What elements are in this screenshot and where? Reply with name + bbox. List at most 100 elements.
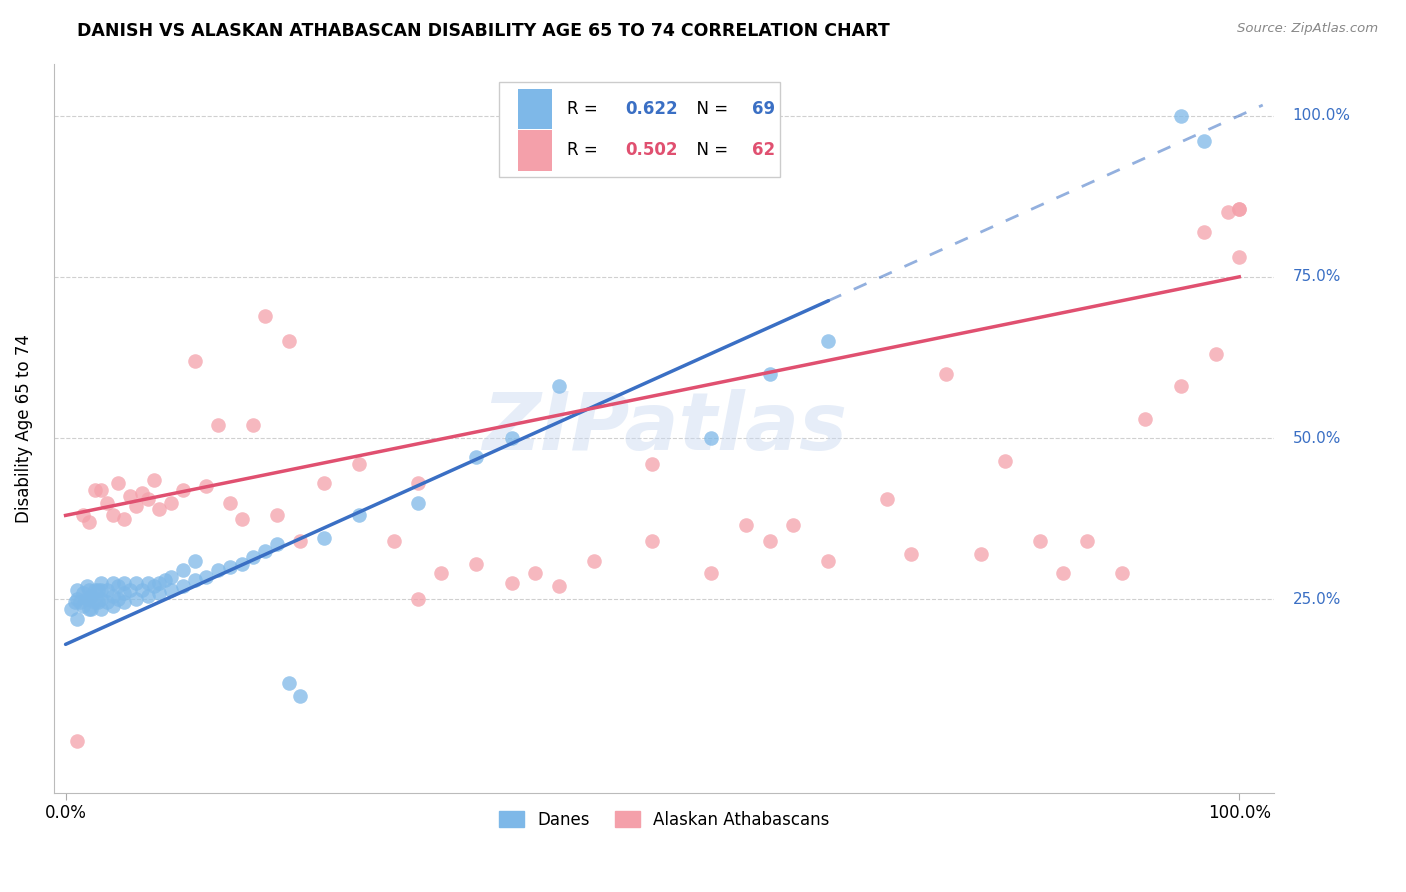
Point (142, 579, 165, 593)
Text: 0.502: 0.502 (626, 142, 678, 160)
Point (266, 508, 288, 523)
Point (72, 599, 94, 613)
Point (1111, 566, 1133, 581)
Point (347, 457, 370, 471)
Point (242, 550, 264, 565)
Text: R =: R = (567, 142, 603, 160)
Point (101, 576, 124, 591)
Point (90, 582, 112, 597)
Point (90, 483, 112, 497)
Point (1205, 347, 1227, 361)
Y-axis label: Disability Age 65 to 74: Disability Age 65 to 74 (15, 334, 32, 523)
Point (101, 589, 124, 603)
Point (66, 582, 89, 597)
Point (1227, 202, 1250, 216)
Point (80, 602, 103, 616)
Point (207, 563, 229, 577)
Point (501, 576, 523, 591)
Point (406, 495, 429, 509)
Point (66, 592, 89, 607)
Point (700, 431, 723, 445)
Point (347, 508, 370, 523)
Point (195, 479, 218, 493)
Point (254, 544, 277, 558)
Point (172, 579, 194, 593)
Text: Source: ZipAtlas.com: Source: ZipAtlas.com (1237, 22, 1378, 36)
Point (1135, 411, 1157, 425)
Point (136, 576, 159, 591)
Point (312, 476, 335, 491)
Point (1028, 534, 1050, 549)
Point (970, 547, 993, 561)
Point (207, 418, 229, 433)
Point (817, 553, 839, 567)
Text: 0.622: 0.622 (626, 100, 678, 118)
Point (641, 534, 664, 549)
Bar (517, 130, 553, 170)
Point (90, 602, 112, 616)
Text: 75.0%: 75.0% (1292, 269, 1341, 285)
Point (125, 499, 148, 513)
Point (148, 586, 170, 600)
Point (112, 576, 135, 591)
Text: 100.0%: 100.0% (1292, 108, 1351, 123)
Point (817, 334, 839, 349)
Point (735, 518, 758, 533)
Point (136, 492, 159, 507)
Point (465, 557, 488, 571)
Point (120, 489, 142, 503)
Point (1076, 534, 1098, 549)
Point (1227, 202, 1250, 216)
Point (1227, 251, 1250, 265)
Text: N =: N = (686, 100, 734, 118)
Point (107, 579, 129, 593)
Point (183, 353, 205, 368)
Point (277, 334, 299, 349)
Point (382, 534, 405, 549)
Point (935, 367, 957, 381)
Point (759, 534, 782, 549)
Legend: Danes, Alaskan Athabascans: Danes, Alaskan Athabascans (492, 804, 837, 835)
Point (90, 576, 112, 591)
Point (155, 573, 177, 587)
Point (107, 592, 129, 607)
Point (195, 569, 218, 583)
Point (900, 547, 922, 561)
Text: DANISH VS ALASKAN ATHABASCAN DISABILITY AGE 65 TO 74 CORRELATION CHART: DANISH VS ALASKAN ATHABASCAN DISABILITY … (77, 22, 890, 40)
Point (148, 502, 170, 516)
Point (76, 579, 98, 593)
Point (101, 508, 124, 523)
Point (547, 579, 569, 593)
Point (290, 534, 312, 549)
Point (406, 592, 429, 607)
Bar (517, 89, 553, 128)
Point (700, 566, 723, 581)
Point (66, 611, 89, 625)
Point (172, 483, 194, 497)
Point (142, 473, 165, 487)
FancyBboxPatch shape (499, 82, 780, 177)
Point (524, 566, 547, 581)
Point (160, 569, 183, 583)
Point (148, 576, 170, 591)
Point (1192, 135, 1215, 149)
Point (112, 586, 135, 600)
Point (242, 418, 264, 433)
Text: ZIPatlas: ZIPatlas (482, 389, 846, 467)
Point (1216, 205, 1239, 219)
Point (120, 582, 142, 597)
Point (172, 563, 194, 577)
Point (101, 599, 124, 613)
Point (277, 676, 299, 690)
Point (77, 602, 100, 616)
Point (112, 511, 135, 525)
Point (547, 379, 569, 393)
Point (876, 492, 898, 507)
Point (136, 589, 159, 603)
Point (84, 582, 107, 597)
Point (112, 595, 135, 609)
Point (782, 518, 804, 533)
Point (501, 431, 523, 445)
Point (90, 592, 112, 607)
Point (131, 582, 153, 597)
